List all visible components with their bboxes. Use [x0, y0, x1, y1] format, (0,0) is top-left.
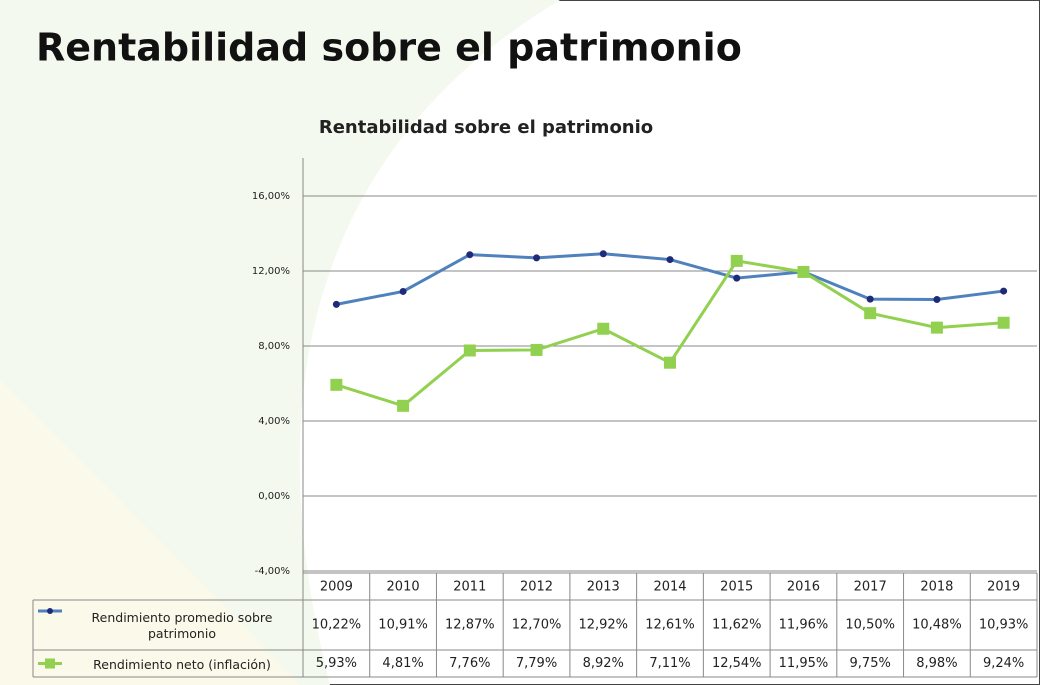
marker: [997, 316, 1010, 329]
marker: [933, 296, 941, 303]
data-label: 11,96%: [779, 618, 829, 633]
marker: [864, 307, 877, 320]
y-tick-label: -4,00%: [255, 566, 290, 577]
y-tick-label: 0,00%: [258, 491, 290, 502]
marker: [530, 343, 543, 356]
data-label: 7,11%: [649, 656, 690, 671]
data-label: 10,22%: [312, 618, 362, 633]
y-tick-label: 16,00%: [252, 191, 290, 202]
data-label: 5,93%: [316, 656, 357, 671]
x-tick-label: 2015: [720, 580, 753, 595]
marker: [797, 265, 810, 278]
data-label: 8,98%: [916, 656, 957, 671]
legend-label-box: Rendimiento promedio sobre patrimonio: [91, 610, 273, 641]
legend-marker: [47, 608, 53, 614]
x-tick-label: 2011: [453, 580, 486, 595]
x-tick-label: 2009: [320, 580, 353, 595]
x-tick-label: 2016: [787, 580, 820, 595]
marker: [597, 322, 610, 335]
marker: [330, 378, 343, 391]
data-label: 12,54%: [712, 656, 762, 671]
data-label: 4,81%: [382, 656, 423, 671]
x-tick-label: 2010: [387, 580, 420, 595]
data-label: 11,95%: [779, 656, 829, 671]
data-label: 7,76%: [449, 656, 490, 671]
legend-label: Rendimiento neto (inflación): [93, 656, 271, 672]
data-label: 10,50%: [845, 618, 895, 633]
marker: [1000, 287, 1008, 295]
marker: [397, 399, 410, 412]
x-tick-label: 2012: [520, 580, 553, 595]
x-tick-label: 2017: [854, 580, 887, 595]
data-label: 9,75%: [850, 656, 891, 671]
data-label: 9,24%: [983, 656, 1024, 671]
marker: [599, 250, 607, 258]
background-swoosh: [0, 380, 300, 685]
data-label: 10,91%: [378, 618, 428, 633]
marker: [399, 287, 407, 295]
legend-label: Rendimiento promedio sobre patrimonio: [91, 610, 273, 641]
marker: [533, 254, 541, 262]
marker: [666, 256, 674, 264]
x-tick-label: 2013: [587, 580, 620, 595]
y-tick-label: 8,00%: [258, 341, 290, 352]
data-label: 8,92%: [583, 656, 624, 671]
data-label: 10,48%: [912, 618, 962, 633]
marker: [466, 251, 474, 259]
marker: [730, 254, 743, 267]
slide-title: Rentabilidad sobre el patrimonio: [36, 26, 742, 70]
marker: [332, 300, 340, 308]
legend-marker: [45, 658, 55, 669]
x-tick-label: 2019: [987, 580, 1020, 595]
marker: [733, 274, 741, 282]
marker: [930, 321, 943, 334]
data-label: 12,92%: [578, 618, 628, 633]
x-tick-label: 2018: [920, 580, 953, 595]
data-label: 10,93%: [979, 618, 1029, 633]
data-label: 11,62%: [712, 618, 762, 633]
legend-label-box: Rendimiento neto (inflación): [93, 656, 271, 672]
data-label: 12,61%: [645, 618, 695, 633]
marker: [463, 344, 476, 357]
background-swoosh: [0, 0, 560, 685]
y-tick-label: 4,00%: [258, 416, 290, 427]
marker: [664, 356, 676, 369]
y-tick-label: 12,00%: [252, 266, 290, 277]
data-label: 7,79%: [516, 656, 557, 671]
marker: [866, 295, 874, 303]
chart-title: Rentabilidad sobre el patrimonio: [319, 117, 653, 138]
x-tick-label: 2014: [653, 580, 686, 595]
data-label: 12,87%: [445, 618, 495, 633]
data-label: 12,70%: [512, 618, 562, 633]
